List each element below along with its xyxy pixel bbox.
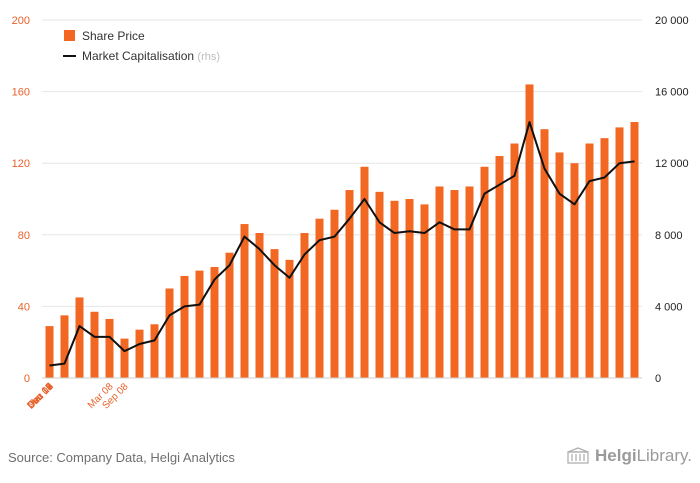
logo-suffix: Library. [636, 446, 692, 465]
share-price-bar [60, 315, 69, 378]
share-price-bar [255, 233, 264, 378]
share-price-bar [285, 259, 294, 378]
share-price-bar [240, 224, 249, 378]
share-price-bar [585, 143, 594, 378]
share-price-bar [510, 143, 519, 378]
share-price-bar [630, 122, 639, 378]
library-building-icon [567, 447, 589, 464]
legend-label-market-cap: Market Capitalisation (rhs) [82, 49, 220, 63]
y-tick-label-right: 4 000 [655, 301, 683, 313]
legend-label-share-price: Share Price [82, 29, 145, 43]
share-price-bar [195, 270, 204, 378]
share-price-bar [315, 218, 324, 378]
share-price-bar [495, 156, 504, 378]
share-price-bar [540, 129, 549, 378]
legend-label-market-cap-text: Market Capitalisation [82, 49, 194, 63]
y-tick-label-right: 20 000 [655, 15, 689, 27]
share-price-bar [420, 204, 429, 378]
y-tick-label-left: 120 [12, 158, 30, 170]
share-price-bar [135, 329, 144, 378]
share-price-bar [480, 166, 489, 378]
share-price-bar [405, 199, 414, 378]
share-price-bar [120, 338, 129, 378]
share-price-bar [270, 249, 279, 378]
y-tick-label-right: 16 000 [655, 87, 689, 99]
y-tick-label-right: 12 000 [655, 158, 689, 170]
share-price-bar [465, 186, 474, 378]
share-price-bar [600, 138, 609, 378]
share-price-bar [210, 267, 219, 378]
legend-swatch-share-price [64, 30, 75, 41]
share-price-bar [375, 191, 384, 378]
helgi-library-logo: HelgiLibrary. [566, 446, 692, 466]
share-price-bar [150, 324, 159, 378]
share-price-bar [345, 190, 354, 378]
y-tick-label-right: 0 [655, 373, 661, 385]
y-tick-label-left: 160 [12, 87, 30, 99]
share-price-bar [525, 84, 534, 378]
y-tick-label-left: 80 [18, 230, 30, 242]
share-price-bar [300, 233, 309, 378]
x-tick-label: Jun 19 [27, 381, 56, 410]
legend: Share Price Market Capitalisation (rhs) [63, 29, 220, 63]
y-tick-label-right: 8 000 [655, 230, 683, 242]
share-price-bar [180, 275, 189, 378]
share-price-bar [45, 326, 54, 378]
share-price-bar [450, 190, 459, 378]
y-tick-label-left: 0 [24, 373, 30, 385]
share-price-bar [615, 127, 624, 379]
share-price-bar [105, 318, 114, 378]
share-price-bars [45, 84, 639, 379]
share-price-bar [90, 311, 99, 378]
share-price-bar [390, 200, 399, 378]
legend-rhs-note: (rhs) [197, 51, 220, 63]
market-cap-line [49, 121, 635, 367]
share-price-bar [570, 163, 579, 378]
market-cap-polyline [49, 121, 635, 367]
y-tick-label-left: 40 [18, 301, 30, 313]
share-price-bar [75, 297, 84, 378]
share-price-bar [360, 166, 369, 378]
y-tick-label-left: 200 [12, 15, 30, 27]
share-price-bar [165, 288, 174, 378]
share-price-bar [555, 152, 564, 378]
share-price-bar [225, 252, 234, 378]
share-price-bar [435, 186, 444, 378]
share-price-bar [330, 209, 339, 378]
source-note: Source: Company Data, Helgi Analytics [8, 450, 235, 465]
logo-brand: Helgi [595, 446, 637, 465]
